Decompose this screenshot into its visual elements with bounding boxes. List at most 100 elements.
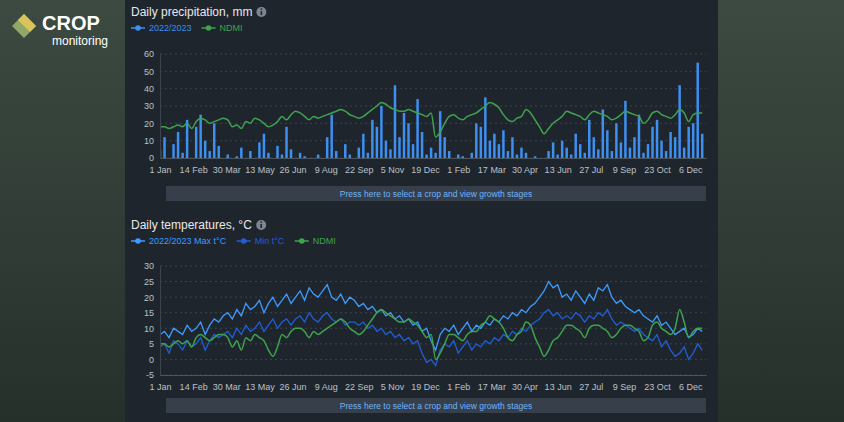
tick-label: 26 Jun — [280, 165, 307, 175]
tick-label: 23 Oct — [644, 165, 671, 175]
tick: 13 Jun — [545, 375, 572, 392]
bar — [371, 120, 373, 158]
legend-item[interactable]: 2022/2023 — [131, 23, 192, 33]
tick: 27 Jul — [579, 375, 603, 392]
bar — [290, 149, 292, 158]
tick: 30 Mar — [213, 375, 241, 392]
tick: 26 Jun — [280, 158, 307, 175]
bar — [701, 134, 703, 158]
tick: 30 Apr — [512, 158, 538, 175]
legend-item[interactable]: Min t°C — [237, 236, 285, 246]
button[interactable]: Press here to select a crop and view gro… — [166, 398, 706, 413]
tick: 15 — [144, 308, 160, 318]
tick-label: 5 Nov — [381, 165, 405, 175]
legend-label: NDMI — [220, 23, 243, 33]
button-background[interactable] — [166, 398, 706, 413]
legend-swatch — [299, 238, 305, 244]
legend-item[interactable]: NDMI — [202, 23, 243, 33]
bar — [362, 134, 364, 158]
legend-label: NDMI — [313, 236, 336, 246]
tick-label: 25 — [144, 277, 154, 287]
grid-line — [160, 140, 706, 141]
bar — [412, 144, 414, 158]
logo-subtitle: monitoring — [52, 34, 108, 48]
bar — [434, 153, 436, 158]
bar — [507, 151, 509, 158]
bar — [272, 158, 274, 159]
bar — [498, 144, 500, 158]
bar — [480, 127, 482, 158]
tick-label: 30 Mar — [213, 382, 241, 392]
info-icon[interactable] — [256, 220, 266, 230]
bar — [394, 85, 396, 158]
grid — [160, 54, 706, 158]
tick-label: 10 — [144, 136, 154, 146]
bar — [651, 127, 653, 158]
tick-label: 13 May — [245, 382, 275, 392]
tick: 6 Dec — [679, 158, 703, 175]
logo-icon — [18, 14, 36, 32]
bar — [312, 158, 314, 159]
bar — [263, 134, 265, 158]
bar — [579, 144, 581, 158]
chart: Daily temperatures, °C 2022/2023 Max t°C M… — [131, 218, 707, 413]
tick: 13 May — [245, 158, 275, 175]
tick-label: 13 Jun — [545, 165, 572, 175]
axis-line — [161, 375, 707, 376]
tick: 5 Nov — [381, 375, 405, 392]
button[interactable]: Press here to select a crop and view gro… — [166, 186, 706, 201]
bar — [421, 132, 423, 158]
bar-series — [160, 63, 703, 158]
bar — [231, 158, 233, 159]
tick: 19 Dec — [411, 158, 440, 175]
info-icon[interactable] — [256, 7, 266, 17]
bar — [168, 158, 170, 159]
chart-title: Daily temperatures, °C — [131, 218, 252, 232]
button-background[interactable] — [166, 186, 706, 201]
tick: 23 Oct — [644, 375, 671, 392]
tick-label: 15 — [144, 308, 154, 318]
tick: 27 Jul — [579, 158, 603, 175]
tick-label: 10 — [144, 324, 154, 334]
plot-area — [160, 63, 703, 158]
tick: 10 — [144, 136, 160, 146]
tick: 23 Oct — [644, 158, 671, 175]
bar — [452, 158, 454, 159]
bar — [534, 156, 536, 158]
legend-item[interactable]: NDMI — [295, 236, 336, 246]
bar — [570, 155, 572, 158]
bar — [281, 155, 283, 158]
bar — [692, 123, 694, 158]
tick-label: 14 Feb — [180, 382, 208, 392]
tick: 14 Feb — [180, 375, 208, 392]
legend-item[interactable]: 2022/2023 Max t°C — [131, 236, 227, 246]
bar — [190, 158, 192, 159]
button-label[interactable]: Press here to select a crop and view gro… — [340, 189, 532, 199]
bar — [443, 137, 445, 158]
bar — [687, 127, 689, 158]
bar — [674, 137, 676, 158]
bar — [430, 148, 432, 158]
axis-line — [160, 267, 161, 376]
bar — [561, 141, 563, 158]
tick: 20 — [144, 293, 160, 303]
bar — [208, 151, 210, 158]
tick-label: 5 Nov — [381, 382, 405, 392]
bar — [638, 115, 640, 158]
tick-label: 20 — [144, 119, 154, 129]
bar — [574, 134, 576, 158]
bar — [633, 137, 635, 158]
bar — [385, 141, 387, 158]
info-icon — [260, 221, 262, 222]
button-label[interactable]: Press here to select a crop and view gro… — [340, 401, 532, 411]
tick-label: 9 Aug — [315, 382, 338, 392]
info-icon — [261, 8, 263, 9]
tick-label: 9 Sep — [613, 165, 637, 175]
bar — [584, 153, 586, 158]
tick-label: 23 Oct — [644, 382, 671, 392]
bar — [181, 153, 183, 158]
grid-line — [160, 71, 706, 72]
x-axis: 1 Jan14 Feb30 Mar13 May26 Jun9 Aug22 Sep… — [149, 375, 706, 392]
logo: CROPmonitoring — [12, 12, 108, 48]
bar — [217, 146, 219, 158]
